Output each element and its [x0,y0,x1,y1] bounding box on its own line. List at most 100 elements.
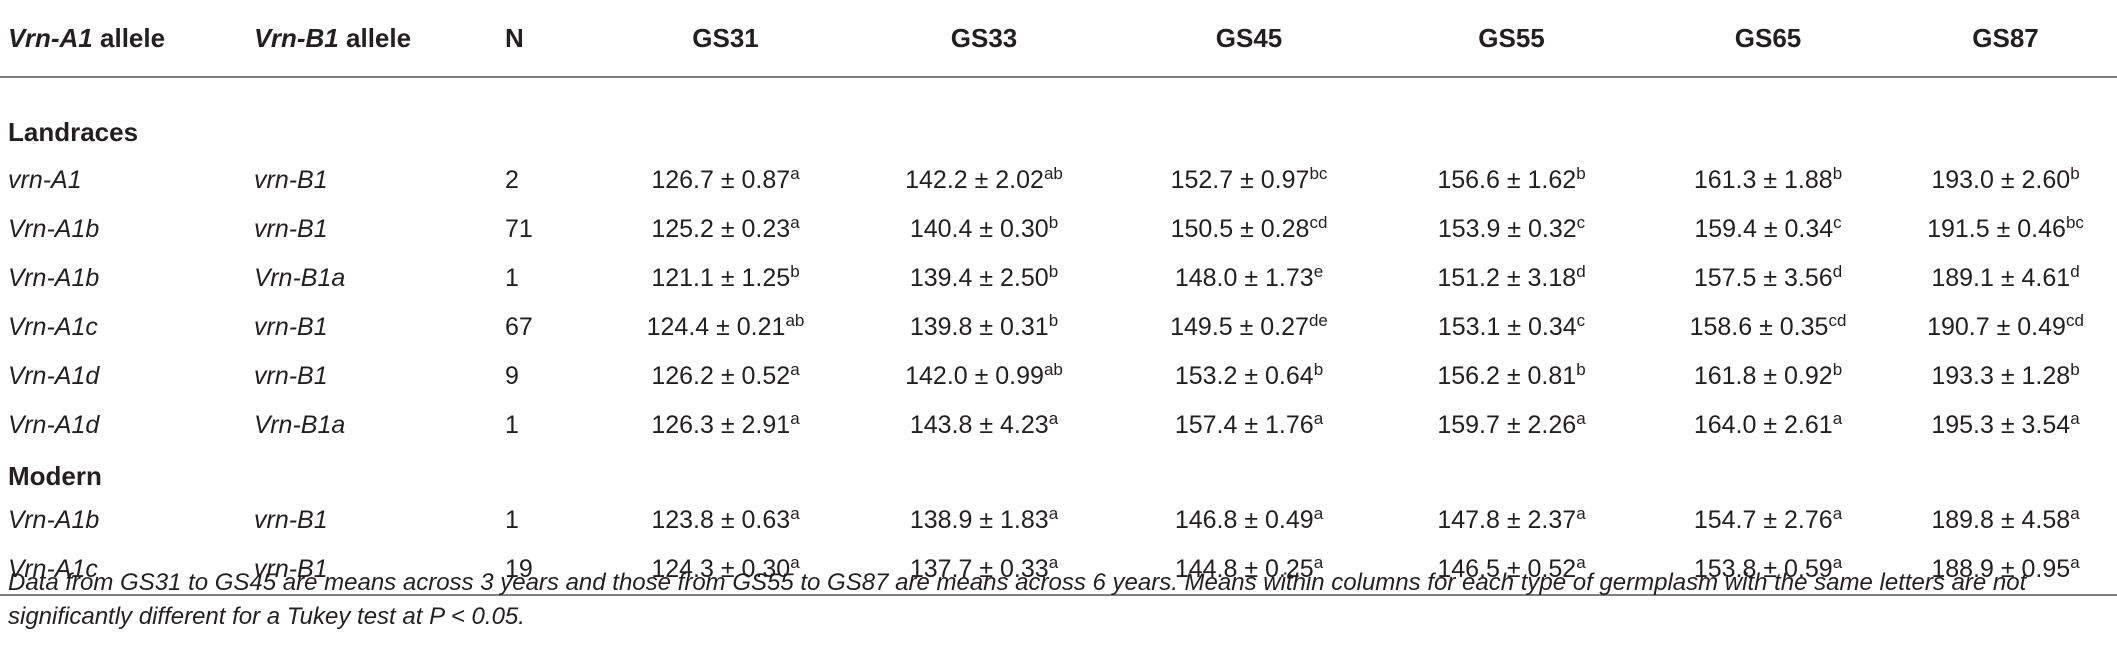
cell-gs45: 146.8 ± 0.49a [1117,496,1381,545]
cell-gs65: 161.8 ± 0.92b [1642,352,1894,401]
cell-significance-letters: b [2070,164,2080,183]
header-vrn-b1-gene: Vrn-B1 [254,22,339,53]
cell-vrn-a1-allele: Vrn-A1b [8,506,100,534]
cell-vrn-a1-allele: Vrn-A1d [8,362,100,390]
header-vrn-a1-allele: Vrn-A1 allele [0,0,246,78]
cell-vrn-b1-allele: vrn-B1 [246,545,503,596]
cell-mean-se: 188.9 ± 0.95 [1931,555,2071,583]
cell-significance-letters: b [1576,164,1586,183]
cell-mean-se: 156.6 ± 1.62 [1437,166,1577,194]
cell-significance-letters: a [790,164,800,183]
cell-gs31: 121.1 ± 1.25b [600,254,851,303]
cell-significance-letters: b [790,262,800,281]
cell-mean-se: 157.5 ± 3.56 [1693,264,1833,292]
cell-significance-letters: a [1313,409,1324,428]
cell-significance-letters: a [1313,553,1324,572]
cell-mean-se: 142.0 ± 0.99 [905,362,1044,390]
cell-significance-letters: a [790,504,800,523]
table-body: Landraces vrn-A1 vrn-B1 2 126.7 ± 0.87a 142.2… [0,77,2117,596]
cell-n: 1 [505,264,519,292]
cell-n: 9 [505,362,519,390]
cell-significance-letters: e [1313,262,1324,281]
cell-mean-se: 147.8 ± 2.37 [1437,506,1577,534]
cell-mean-se: 191.5 ± 0.46 [1927,215,2066,243]
cell-mean-se: 153.9 ± 0.32 [1437,215,1577,243]
cell-mean-se: 148.0 ± 1.73 [1174,264,1314,292]
table-row: Vrn-A1b vrn-B1 1 123.8 ± 0.63a 138.9 ± 1.83a… [0,496,2117,545]
cell-significance-letters: d [2070,262,2080,281]
cell-gs87: 191.5 ± 0.46bc [1894,205,2117,254]
cell-significance-letters: ab [1043,360,1063,379]
cell-gs45: 149.5 ± 0.27de [1117,303,1381,352]
cell-mean-se: 189.8 ± 4.58 [1931,506,2071,534]
cell-gs65: 153.8 ± 0.59a [1642,545,1894,596]
cell-mean-se: 126.2 ± 0.52 [651,362,791,390]
cell-vrn-a1-allele: vrn-A1 [8,166,82,194]
cell-mean-se: 143.8 ± 4.23 [909,411,1049,439]
cell-significance-letters: cd [1309,213,1328,232]
cell-mean-se: 146.5 ± 0.52 [1437,555,1577,583]
cell-mean-se: 190.7 ± 0.49 [1927,313,2066,341]
cell-gs31: 125.2 ± 0.23a [600,205,851,254]
cell-vrn-a1-allele: Vrn-A1b [8,264,100,292]
cell-gs33: 139.8 ± 0.31b [851,303,1117,352]
cell-gs33: 142.2 ± 2.02ab [851,156,1117,205]
cell-significance-letters: a [790,213,800,232]
cell-vrn-b1-allele: vrn-B1 [254,362,328,390]
cell-mean-se: 144.8 ± 0.25 [1174,555,1314,583]
cell-mean-se: 159.7 ± 2.26 [1437,411,1577,439]
cell-significance-letters: d [1832,262,1843,281]
cell-significance-letters: a [1832,504,1843,523]
cell-gs65: 154.7 ± 2.76a [1642,496,1894,545]
header-vrn-b1-suffix: allele [338,22,412,53]
cell-gs55: 156.2 ± 0.81b [1381,352,1642,401]
cell-n: 71 [505,215,533,243]
header-vrn-a1-suffix: allele [92,22,166,53]
table-row: vrn-A1 vrn-B1 2 126.7 ± 0.87a 142.2 ± 2.02ab… [0,156,2117,205]
cell-gs31: 123.8 ± 0.63a [600,496,851,545]
cell-gs55: 146.5 ± 0.52a [1381,545,1642,596]
cell-significance-letters: c [1576,213,1586,232]
cell-mean-se: 153.1 ± 0.34 [1437,313,1577,341]
cell-significance-letters: ab [1043,164,1063,183]
cell-mean-se: 124.3 ± 0.30 [651,555,791,583]
cell-mean-se: 137.7 ± 0.33 [909,555,1049,583]
cell-significance-letters: a [1832,409,1843,428]
cell-vrn-a1-allele: Vrn-A1c [0,545,246,596]
cell-vrn-b1-allele: vrn-B1 [254,313,328,341]
cell-significance-letters: a [1576,553,1586,572]
cell-gs31: 126.3 ± 2.91a [600,401,851,450]
cell-gs33: 143.8 ± 4.23a [851,401,1117,450]
cell-significance-letters: a [1048,553,1059,572]
header-vrn-b1-allele: Vrn-B1 allele [246,0,503,78]
cell-mean-se: 151.2 ± 3.18 [1437,264,1577,292]
cell-mean-se: 159.4 ± 0.34 [1694,215,1834,243]
header-gs65: GS65 [1642,0,1894,78]
cell-significance-letters: b [1576,360,1586,379]
cell-significance-letters: b [1832,360,1843,379]
cell-mean-se: 153.2 ± 0.64 [1174,362,1314,390]
header-gs45: GS45 [1117,0,1381,78]
cell-vrn-b1-allele: Vrn-B1a [254,411,346,439]
header-n: N [503,0,600,78]
cell-significance-letters: a [790,553,800,572]
cell-gs65: 158.6 ± 0.35cd [1642,303,1894,352]
cell-significance-letters: c [1833,213,1842,232]
cell-significance-letters: b [1313,360,1324,379]
cell-mean-se: 121.1 ± 1.25 [651,264,791,292]
cell-mean-se: 189.1 ± 4.61 [1931,264,2071,292]
cell-mean-se: 142.2 ± 2.02 [905,166,1044,194]
cell-mean-se: 139.4 ± 2.50 [909,264,1049,292]
table-row: Vrn-A1c vrn-B1 67 124.4 ± 0.21ab 139.8 ± 0.3… [0,303,2117,352]
header-gs87: GS87 [1894,0,2117,78]
cell-significance-letters: b [1048,262,1059,281]
table-footnote: Data from GS31 to GS45 are means across … [8,569,2027,630]
cell-mean-se: 123.8 ± 0.63 [651,506,791,534]
cell-mean-se: 154.7 ± 2.76 [1693,506,1833,534]
cell-n: 2 [505,166,519,194]
cell-n: 67 [505,313,533,341]
cell-gs33: 142.0 ± 0.99ab [851,352,1117,401]
cell-n: 1 [505,506,519,534]
table-row: Vrn-A1b Vrn-B1a 1 121.1 ± 1.25b 139.4 ± 2.50… [0,254,2117,303]
cell-mean-se: 126.3 ± 2.91 [651,411,791,439]
